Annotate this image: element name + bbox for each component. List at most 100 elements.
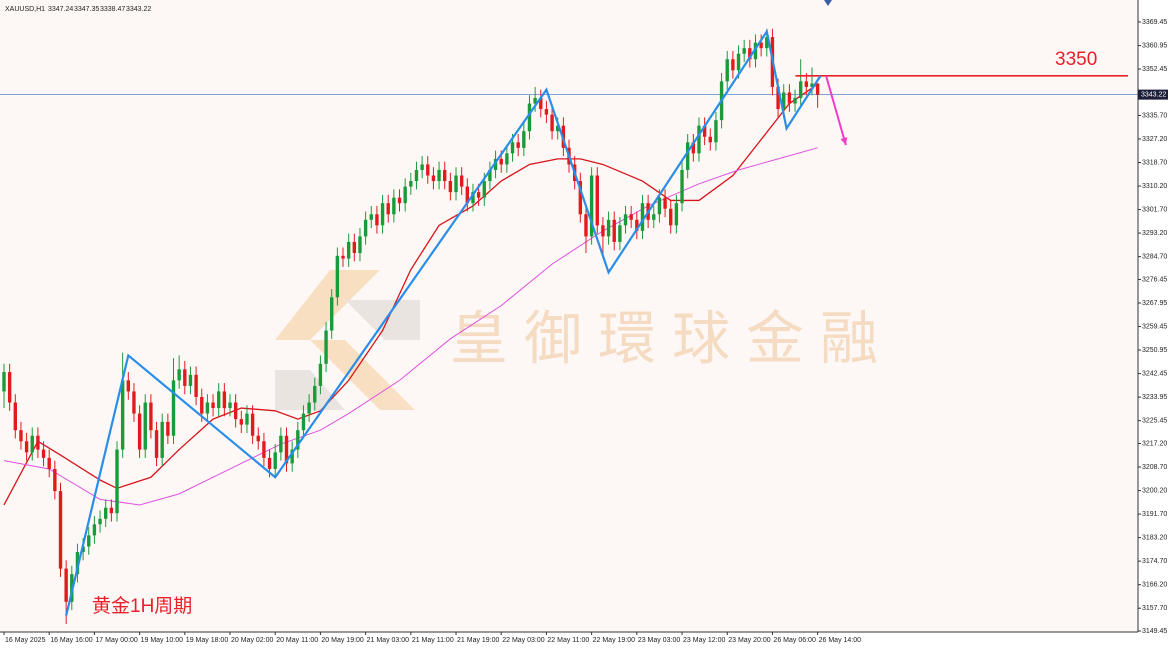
x-tick-label: 26 May 06:00: [773, 637, 816, 644]
candle-body: [53, 468, 57, 492]
candle-body: [606, 219, 611, 237]
candle-body: [290, 449, 294, 464]
candle-body: [623, 214, 628, 226]
candle-body: [482, 181, 486, 198]
watermark-logo: [275, 270, 420, 410]
candle-body: [708, 136, 712, 143]
y-tick-label: 3166.20: [1142, 582, 1167, 589]
candle-body: [205, 402, 210, 414]
x-tick-label: 23 May 03:00: [638, 637, 681, 644]
candle-body: [217, 391, 221, 409]
arrow-head: [840, 137, 848, 146]
candle-body: [697, 125, 701, 154]
y-tick-label: 3200.20: [1142, 487, 1167, 494]
candle-body: [166, 421, 170, 436]
shift-marker: [824, 0, 832, 6]
y-tick-label: 3267.95: [1142, 300, 1167, 307]
candle-body: [798, 81, 803, 98]
candle-body: [341, 255, 345, 259]
candle-body: [493, 158, 498, 170]
y-tick-label: 3318.70: [1142, 159, 1167, 166]
x-tick-label: 20 May 11:00: [276, 637, 318, 644]
candle-body: [87, 535, 91, 547]
y-tick-label: 3301.70: [1142, 206, 1167, 213]
x-tick-label: 23 May 12:00: [683, 637, 726, 644]
y-tick-label: 3191.70: [1142, 511, 1167, 518]
candle-body: [2, 372, 6, 392]
header-open: 3347.24: [48, 6, 73, 13]
candle-body: [358, 236, 362, 254]
x-tick-label: 19 May 18:00: [186, 637, 229, 644]
candle-body: [629, 214, 633, 220]
candle-body: [612, 219, 616, 242]
y-tick-label: 3310.20: [1142, 183, 1167, 190]
candle-body: [104, 507, 108, 519]
candle-body: [448, 181, 453, 193]
y-tick-label: 3360.95: [1142, 42, 1167, 49]
candle-body: [30, 435, 34, 453]
candle-body: [386, 203, 390, 215]
candle-body: [149, 402, 153, 431]
candle-body: [748, 48, 752, 60]
candle-body: [318, 363, 323, 386]
candle-body: [233, 402, 238, 420]
candle-body: [301, 413, 306, 431]
candle-body: [471, 192, 475, 204]
x-tick-label: 22 May 03:00: [502, 637, 545, 644]
y-tick-label: 3225.45: [1142, 417, 1167, 424]
x-tick-label: 17 May 00:00: [95, 637, 138, 644]
candle-body: [279, 435, 283, 453]
candle-body: [115, 449, 119, 514]
candle-body: [363, 219, 368, 237]
candle-body: [143, 402, 147, 450]
y-tick-label: 3149.45: [1142, 628, 1167, 635]
candle-body: [375, 214, 379, 226]
x-tick-label: 22 May 11:00: [547, 637, 589, 644]
y-tick-label: 3335.70: [1142, 112, 1167, 119]
arrow: [825, 75, 847, 146]
candle-body: [194, 374, 198, 397]
zigzag: [65, 28, 822, 616]
candle-body: [443, 169, 447, 182]
x-tick-label: 20 May 19:00: [321, 637, 364, 644]
y-tick-label: 3369.45: [1142, 19, 1167, 26]
candle-body: [7, 372, 12, 403]
candle-body: [120, 380, 125, 450]
candle-body: [510, 142, 515, 154]
y-tick-label: 3250.95: [1142, 347, 1167, 354]
candle-body: [454, 175, 458, 193]
candle-body: [36, 435, 40, 450]
candle-body: [19, 430, 23, 442]
candle-body: [296, 430, 300, 450]
y-tick-label: 3208.70: [1142, 464, 1167, 471]
candle-body: [200, 396, 204, 414]
candle-body: [635, 219, 639, 231]
x-tick-label: 20 May 02:00: [231, 637, 274, 644]
x-tick-label: 23 May 20:00: [728, 637, 771, 644]
candle-body: [324, 330, 328, 364]
candle-body: [742, 48, 746, 54]
candle-body: [702, 125, 707, 137]
candle-body: [782, 92, 786, 110]
y-tick-label: 3284.70: [1142, 253, 1167, 260]
candle-body: [256, 435, 260, 442]
candle-body: [810, 83, 814, 87]
candle-body: [527, 103, 532, 132]
candle-body: [369, 214, 373, 220]
x-tick-label: 16 May 2025: [5, 637, 46, 644]
candle-body: [13, 402, 17, 431]
moving-average: [3, 147, 818, 506]
candle-body: [126, 380, 131, 392]
y-tick-label: 3174.70: [1142, 558, 1167, 565]
candle-body: [188, 374, 193, 386]
candle-body: [397, 197, 402, 204]
candle-body: [663, 197, 667, 209]
candle-body: [618, 225, 622, 242]
candle-body: [459, 175, 464, 187]
y-tick-label: 3242.45: [1142, 370, 1167, 377]
candle-body: [24, 441, 29, 453]
candle-body: [352, 241, 357, 254]
candle-body: [516, 142, 520, 148]
candle-body: [330, 297, 334, 331]
